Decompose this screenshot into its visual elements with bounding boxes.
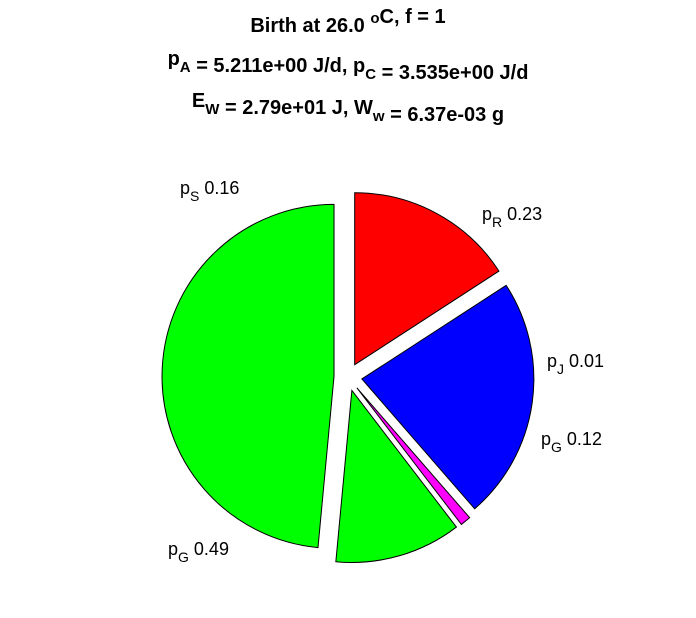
title-line-1: Birth at 26.0 oC, f = 1 [250,6,445,37]
title-line-2: pA = 5.211e+00 J/d, pC = 3.535e+00 J/d [168,48,529,84]
slice-label-0: pS 0.16 [180,178,239,204]
pie-slice-pg-3 [335,389,458,563]
title-line-3: EW = 2.79e+01 J, Ww = 6.37e-03 g [192,90,504,126]
pie-slice-pj-2 [356,387,471,526]
pie-slice-pg-4 [161,203,335,549]
pie-slices [161,192,535,563]
slice-label-4: pG 0.49 [168,539,229,565]
pie-slice-ps-0 [354,192,500,366]
pie-slice-pr-1 [361,284,535,510]
slice-label-2: pJ 0.01 [547,351,604,377]
slice-label-3: pG 0.12 [541,429,602,455]
slice-labels: pS 0.16 pR 0.23 pJ 0.01 pG 0.12 pG 0.49 [168,178,604,565]
slice-label-1: pR 0.23 [482,204,542,230]
chart-title: Birth at 26.0 oC, f = 1 pA = 5.211e+00 J/… [168,6,529,126]
